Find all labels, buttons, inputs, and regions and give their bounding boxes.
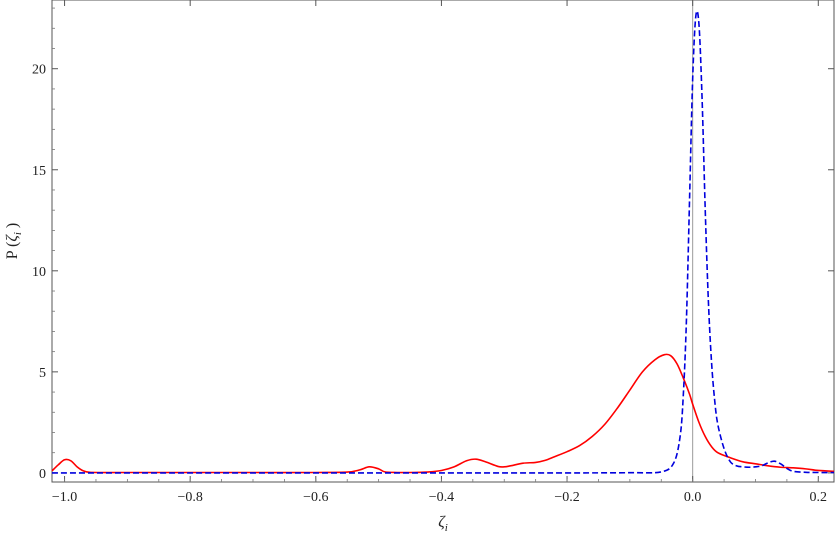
y-tick-label: 0 xyxy=(39,467,46,482)
series-line-2 xyxy=(51,10,835,474)
x-tick-label: 0.0 xyxy=(684,490,702,505)
x-tick-label: −1.0 xyxy=(52,490,77,505)
y-axis-label: P (ζi ) xyxy=(4,223,24,260)
x-tick-label: −0.4 xyxy=(429,490,454,505)
y-tick-label: 20 xyxy=(32,63,46,78)
x-axis-label: ζi xyxy=(438,514,448,534)
y-tick-label: 5 xyxy=(39,366,46,381)
plot-frame xyxy=(51,0,835,483)
axes: −1.0 −0.8 −0.6 −0.4 −0.2 0.0 0.2 0 5 10 15 20 xyxy=(32,0,834,505)
y-tick-label: 15 xyxy=(32,164,46,179)
y-tick-label: 10 xyxy=(32,265,46,280)
x-tick-label: −0.6 xyxy=(303,490,328,505)
series-layer xyxy=(51,10,835,474)
x-tick-label: 0.2 xyxy=(810,490,828,505)
x-tick-label: −0.2 xyxy=(554,490,579,505)
x-tick-label: −0.8 xyxy=(177,490,202,505)
